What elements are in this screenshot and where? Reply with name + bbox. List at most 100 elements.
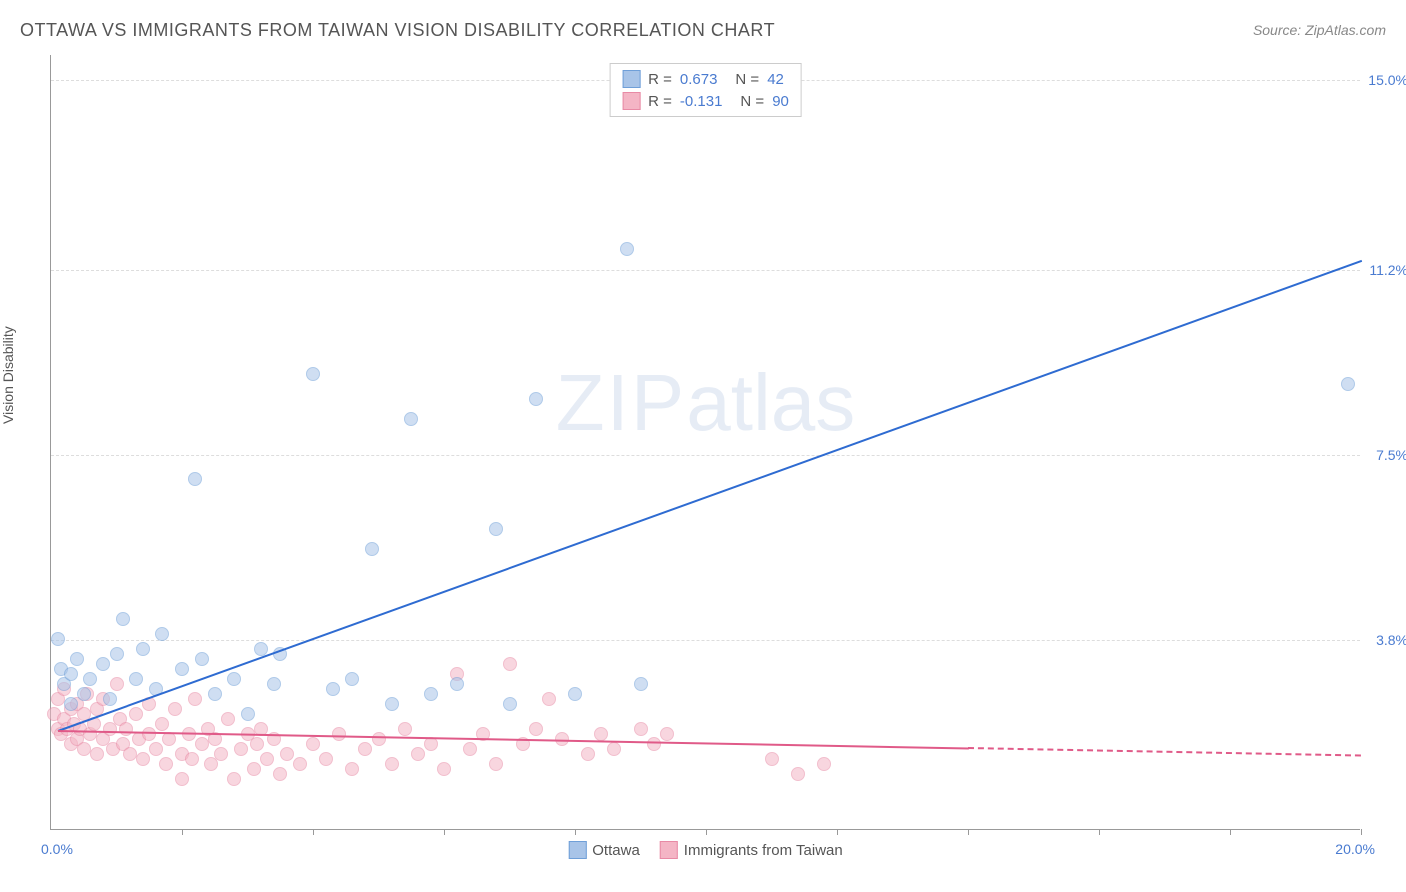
scatter-point: [503, 657, 517, 671]
scatter-point: [332, 727, 346, 741]
x-tick: [1099, 829, 1100, 835]
legend-row: R =-0.131N =90: [622, 90, 789, 112]
scatter-point: [77, 687, 91, 701]
scatter-point: [123, 747, 137, 761]
legend-n-value: 42: [767, 71, 784, 88]
x-label-left: 0.0%: [41, 841, 73, 857]
series-legend-item: Immigrants from Taiwan: [660, 841, 843, 859]
scatter-point: [398, 722, 412, 736]
legend-n-label: N =: [735, 71, 759, 88]
scatter-point: [634, 677, 648, 691]
legend-r-value: -0.131: [680, 93, 723, 110]
source-prefix: Source:: [1253, 22, 1305, 38]
scatter-point: [319, 752, 333, 766]
chart-container: { "title": "OTTAWA VS IMMIGRANTS FROM TA…: [0, 0, 1406, 892]
scatter-point: [221, 712, 235, 726]
scatter-point: [267, 677, 281, 691]
scatter-point: [129, 672, 143, 686]
scatter-point: [77, 742, 91, 756]
series-legend-item: Ottawa: [568, 841, 640, 859]
scatter-point: [110, 677, 124, 691]
scatter-point: [463, 742, 477, 756]
scatter-point: [234, 742, 248, 756]
legend-swatch: [622, 92, 640, 110]
scatter-point: [306, 737, 320, 751]
series-legend-label: Immigrants from Taiwan: [684, 842, 843, 859]
scatter-point: [280, 747, 294, 761]
x-label-right: 20.0%: [1335, 841, 1375, 857]
scatter-point: [155, 717, 169, 731]
scatter-point: [424, 687, 438, 701]
scatter-point: [136, 642, 150, 656]
scatter-point: [385, 757, 399, 771]
legend-r-value: 0.673: [680, 71, 718, 88]
legend-swatch: [622, 70, 640, 88]
scatter-point: [129, 707, 143, 721]
trend-line: [58, 730, 968, 749]
scatter-point: [529, 392, 543, 406]
scatter-point: [227, 672, 241, 686]
series-legend-label: Ottawa: [592, 842, 640, 859]
scatter-point: [214, 747, 228, 761]
scatter-point: [250, 737, 264, 751]
trend-line-dashed: [968, 747, 1361, 757]
legend-swatch: [660, 841, 678, 859]
scatter-point: [185, 752, 199, 766]
scatter-point: [70, 652, 84, 666]
scatter-point: [83, 672, 97, 686]
scatter-point: [437, 762, 451, 776]
scatter-point: [529, 722, 543, 736]
scatter-point: [791, 767, 805, 781]
scatter-point: [168, 702, 182, 716]
x-tick: [575, 829, 576, 835]
x-tick: [837, 829, 838, 835]
x-tick: [1230, 829, 1231, 835]
scatter-point: [568, 687, 582, 701]
scatter-point: [273, 767, 287, 781]
scatter-point: [64, 667, 78, 681]
scatter-point: [489, 757, 503, 771]
scatter-point: [142, 727, 156, 741]
plot-area: ZIPatlas 3.8%7.5%11.2%15.0%0.0%20.0%R =0…: [50, 55, 1360, 830]
scatter-point: [345, 762, 359, 776]
scatter-point: [110, 647, 124, 661]
scatter-point: [96, 657, 110, 671]
scatter-point: [241, 707, 255, 721]
watermark-zip: ZIP: [556, 358, 686, 447]
scatter-point: [159, 757, 173, 771]
scatter-point: [372, 732, 386, 746]
scatter-point: [103, 692, 117, 706]
scatter-point: [411, 747, 425, 761]
legend-swatch: [568, 841, 586, 859]
watermark: ZIPatlas: [556, 357, 855, 449]
scatter-point: [365, 542, 379, 556]
legend-n-label: N =: [740, 93, 764, 110]
series-legend: Ottawa Immigrants from Taiwan: [568, 841, 842, 859]
scatter-point: [227, 772, 241, 786]
y-tick-label: 7.5%: [1376, 447, 1406, 463]
scatter-point: [260, 752, 274, 766]
source-label: Source: ZipAtlas.com: [1253, 22, 1386, 38]
watermark-atlas: atlas: [686, 358, 855, 447]
x-tick: [1361, 829, 1362, 835]
scatter-point: [660, 727, 674, 741]
trend-line: [57, 260, 1361, 732]
scatter-point: [765, 752, 779, 766]
scatter-point: [90, 747, 104, 761]
x-tick: [968, 829, 969, 835]
scatter-point: [647, 737, 661, 751]
scatter-point: [51, 632, 65, 646]
chart-title: OTTAWA VS IMMIGRANTS FROM TAIWAN VISION …: [20, 20, 775, 41]
scatter-point: [607, 742, 621, 756]
gridline: [51, 455, 1360, 456]
scatter-point: [208, 687, 222, 701]
scatter-point: [503, 697, 517, 711]
x-tick: [706, 829, 707, 835]
scatter-point: [358, 742, 372, 756]
scatter-point: [306, 367, 320, 381]
scatter-point: [542, 692, 556, 706]
legend-row: R =0.673N =42: [622, 68, 789, 90]
source-name: ZipAtlas.com: [1305, 22, 1386, 38]
scatter-point: [175, 772, 189, 786]
scatter-point: [620, 242, 634, 256]
